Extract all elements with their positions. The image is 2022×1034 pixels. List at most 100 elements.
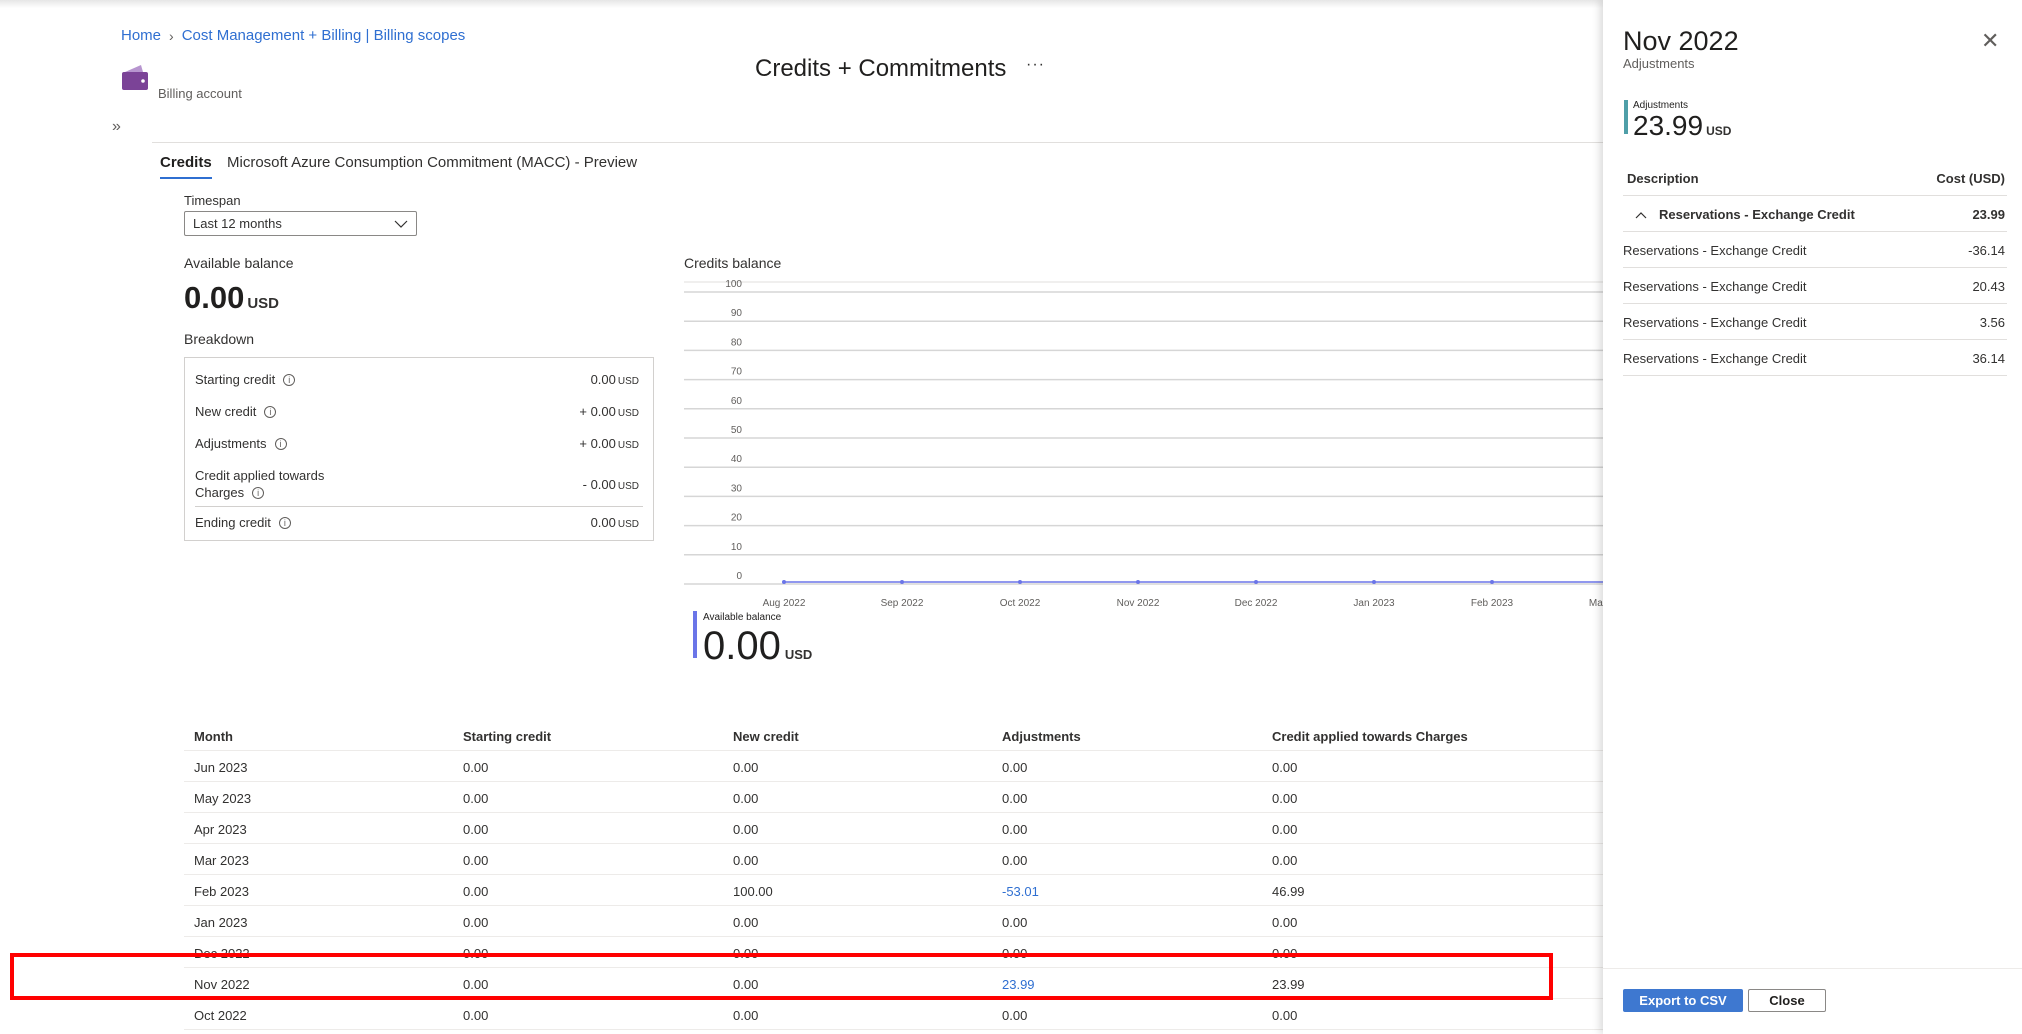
panel-title: Nov 2022: [1623, 26, 1739, 56]
billing-account-label: Billing account: [158, 86, 242, 101]
metric-label: Adjustments: [1633, 100, 1689, 111]
y-tick-label: 50: [731, 425, 743, 436]
table-header: Month Starting credit New credit Adjustment…: [184, 720, 1604, 751]
unit: USD: [617, 519, 639, 530]
unit: USD: [617, 408, 639, 419]
data-point: [1372, 580, 1376, 584]
y-tick-label: 10: [731, 542, 743, 553]
available-balance: 0.00 USD: [184, 280, 279, 316]
table-row: Dec 2022 0.00 0.00 0.00 0.00: [184, 937, 1604, 968]
table-cell: 0.00: [733, 977, 759, 992]
table-cell: 0.00: [733, 791, 759, 806]
table-cell: 0.00: [1002, 1008, 1028, 1023]
breakdown-row: Ending credit i 0.00 USD: [195, 515, 639, 530]
metric-color-bar: [1624, 100, 1628, 134]
info-icon[interactable]: i: [278, 517, 291, 529]
y-tick-label: 0: [736, 571, 742, 582]
table-cell: Mar 2023: [194, 853, 249, 868]
table-cell: 0.00: [463, 884, 489, 899]
page-title: Credits + Commitments: [755, 55, 1007, 82]
table-cell: Jan 2023: [194, 915, 248, 930]
credits-balance-chart: 0 10 20 30 40 50 60 70 80 90 100 Aug 2022 Sep 2022 Oc…: [684, 279, 1624, 609]
row-label: Reservations - Exchange Credit: [1623, 351, 1807, 366]
y-tick-label: 90: [731, 308, 743, 319]
data-point: [1254, 580, 1258, 584]
close-icon[interactable]: ✕: [1981, 28, 2000, 53]
table-cell: 0.00: [1002, 853, 1028, 868]
data-point: [1136, 580, 1140, 584]
table-cell: May 2023: [194, 791, 252, 806]
table-cell: 0.00: [1272, 853, 1298, 868]
column-header: Month: [194, 729, 233, 744]
x-tick-label: Aug 2022: [763, 598, 806, 609]
row-value: -36.14: [1968, 243, 2005, 258]
tab-credits[interactable]: Credits: [160, 154, 212, 179]
panel-row: Reservations - Exchange Credit -36.14: [1623, 232, 2007, 268]
table-cell: 0.00: [1272, 915, 1298, 930]
legend-unit: USD: [784, 647, 813, 662]
breakdown-row: New credit i + 0.00 USD: [195, 404, 639, 419]
info-icon[interactable]: i: [264, 406, 277, 418]
breakdown-row-value: - 0.00: [582, 476, 616, 492]
info-icon[interactable]: i: [252, 487, 265, 499]
breadcrumb-billing-scopes[interactable]: Cost Management + Billing | Billing scop…: [181, 27, 466, 44]
more-options-button[interactable]: ···: [1026, 56, 1045, 73]
chevron-up-icon[interactable]: [1635, 207, 1647, 222]
breakdown-row-value: 0.00: [590, 515, 616, 530]
table-cell: 100.00: [733, 884, 773, 899]
table-cell: Jun 2023: [194, 760, 248, 775]
timespan-dropdown[interactable]: Last 12 months: [184, 211, 417, 236]
table-cell: 0.00: [463, 977, 489, 992]
x-tick-label: Oct 2022: [1000, 598, 1041, 609]
header-description: Description: [1627, 171, 1699, 186]
unit: USD: [617, 480, 639, 492]
y-tick-label: 60: [731, 396, 743, 407]
data-point: [900, 580, 904, 584]
legend-value: 0.00 USD: [703, 624, 812, 669]
header-cost: Cost (USD): [1936, 171, 2005, 186]
info-icon[interactable]: i: [283, 374, 296, 386]
unit: USD: [617, 440, 639, 451]
table-row: Oct 2022 0.00 0.00 0.00 0.00: [184, 999, 1604, 1030]
breakdown-row: Starting credit i 0.00 USD: [195, 372, 639, 387]
column-header: New credit: [733, 729, 799, 744]
table-cell: 0.00: [463, 853, 489, 868]
adjustment-link[interactable]: -53.01: [1002, 884, 1039, 899]
metric-value: 23.99 USD: [1633, 110, 1731, 142]
close-button[interactable]: Close: [1748, 989, 1826, 1012]
expand-menu-button[interactable]: »: [112, 118, 121, 135]
details-panel: Nov 2022 Adjustments ✕ Adjustments 23.99…: [1603, 0, 2022, 1034]
x-tick-label: Dec 2022: [1235, 598, 1278, 609]
breakdown-row-label: Credit applied towards Charges: [195, 468, 325, 500]
export-csv-button[interactable]: Export to CSV: [1623, 989, 1743, 1012]
table-row: May 2023 0.00 0.00 0.00 0.00: [184, 782, 1604, 813]
legend-value-number: 0.00: [703, 624, 781, 668]
breakdown-row: Credit applied towards Charges i - 0.00 US…: [195, 467, 639, 501]
breadcrumb-home[interactable]: Home: [121, 27, 162, 44]
group-value: 23.99: [1972, 207, 2005, 222]
adjustment-link[interactable]: 23.99: [1002, 977, 1035, 992]
y-tick-label: 30: [731, 483, 743, 494]
panel-table-header: Description Cost (USD): [1623, 160, 2007, 196]
info-icon[interactable]: i: [274, 438, 287, 450]
tab-macc[interactable]: Microsoft Azure Consumption Commitment (…: [227, 154, 638, 171]
breakdown-row-value: + 0.00: [579, 404, 616, 419]
table-cell: 0.00: [733, 822, 759, 837]
panel-footer-divider: [1603, 968, 2022, 969]
table-cell: 0.00: [1002, 915, 1028, 930]
table-cell: Oct 2022: [194, 1008, 247, 1023]
timespan-value: Last 12 months: [193, 216, 282, 231]
breakdown-row-value: 0.00: [590, 372, 616, 387]
panel-group-row[interactable]: Reservations - Exchange Credit 23.99: [1623, 196, 2007, 232]
panel-subtitle: Adjustments: [1623, 56, 1695, 71]
table-cell: 23.99: [1272, 977, 1305, 992]
table-cell: 0.00: [733, 915, 759, 930]
metric-number: 23.99: [1633, 110, 1704, 141]
breakdown-row-value: + 0.00: [579, 436, 616, 451]
y-tick-label: 20: [731, 513, 743, 524]
row-label: Reservations - Exchange Credit: [1623, 315, 1807, 330]
table-cell: 0.00: [733, 853, 759, 868]
table-cell: Nov 2022: [194, 977, 250, 992]
highlight-box: [10, 953, 1553, 1000]
y-tick-label: 100: [725, 279, 742, 290]
